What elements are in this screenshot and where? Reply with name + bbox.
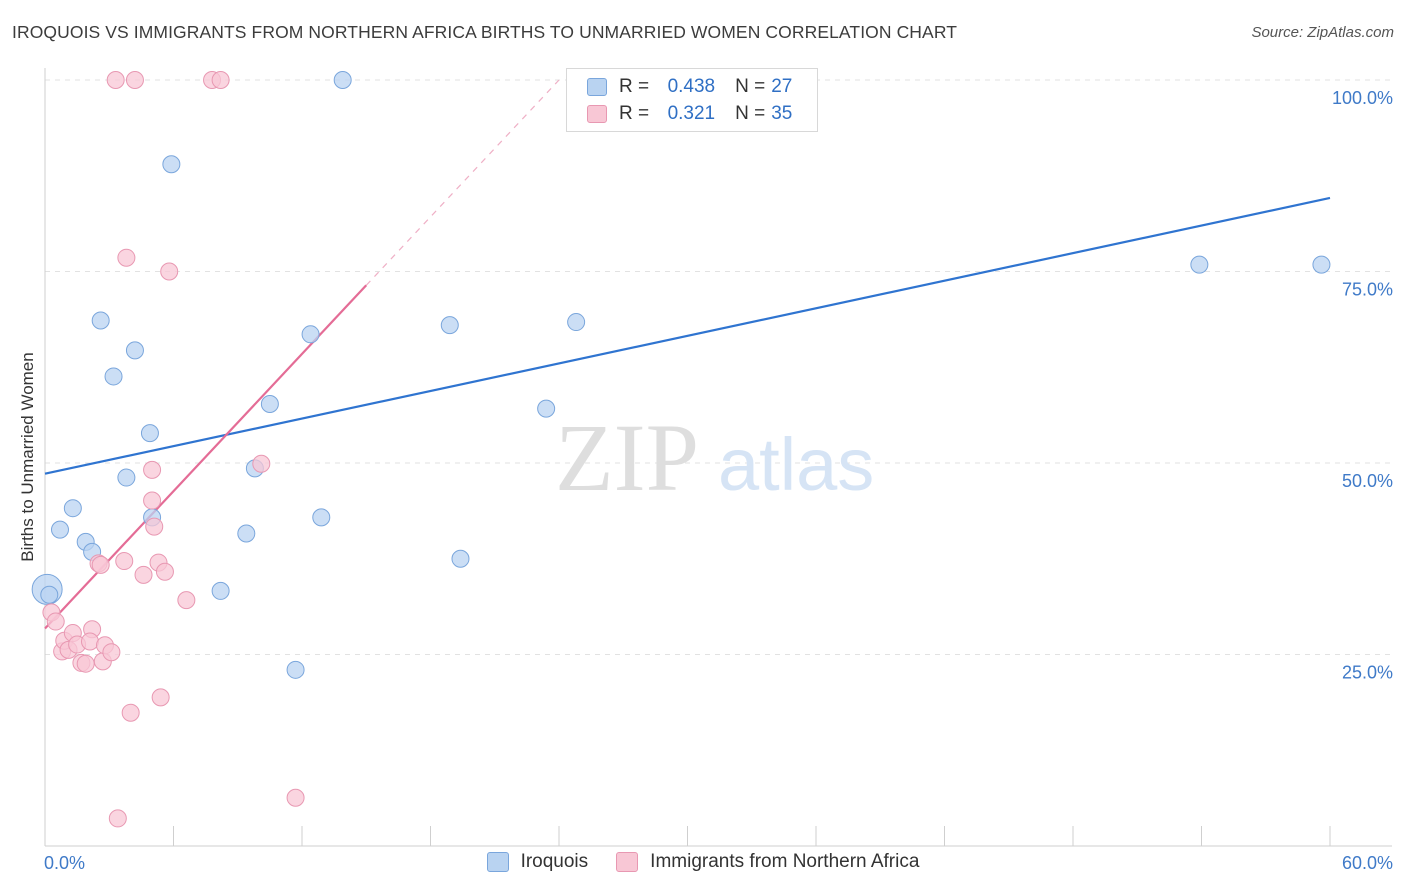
immigrants-point	[160, 262, 179, 281]
y-tick-label: 25.0%	[1342, 663, 1393, 683]
iroquois-point	[567, 313, 586, 332]
iroquois-point	[333, 71, 352, 89]
axis-labels: 100.0% 75.0% 50.0% 25.0% 0.0% 60.0% Births to …	[18, 88, 1393, 873]
y-tick-label: 100.0%	[1332, 88, 1393, 108]
legend-n-value: 35	[771, 103, 793, 124]
iroquois-point	[104, 367, 123, 386]
chart-title: IROQUOIS VS IMMIGRANTS FROM NORTHERN AFR…	[12, 22, 958, 42]
immigrants-point	[143, 460, 162, 479]
iroquois-points	[31, 71, 1331, 679]
immigrants-point	[125, 71, 144, 89]
legend-label-immigrants: Immigrants from Northern Africa	[650, 851, 920, 872]
iroquois-point	[1312, 255, 1331, 274]
immigrants-point	[252, 454, 271, 473]
x-tick-label: 60.0%	[1342, 853, 1393, 873]
iroquois-point	[451, 549, 470, 568]
legend-r-value: 0.321	[667, 103, 716, 124]
immigrants-point	[151, 688, 170, 707]
y-axis-title: Births to Unmarried Women	[18, 352, 37, 561]
iroquois-point	[63, 499, 82, 518]
iroquois-point	[260, 395, 279, 414]
immigrants-point	[91, 555, 110, 574]
legend-item-immigrants[interactable]: Immigrants from Northern Africa	[616, 851, 919, 873]
immigrants-point	[121, 703, 140, 722]
immigrants-point	[286, 788, 305, 807]
legend-item-iroquois[interactable]: Iroquois	[486, 851, 589, 873]
iroquois-point	[286, 660, 305, 679]
immigrants-point	[134, 565, 153, 584]
watermark-atlas: atlas	[718, 423, 874, 506]
trend-lines	[44, 79, 1331, 630]
watermark: ZIP atlas	[555, 404, 874, 511]
immigrants-point	[117, 248, 136, 267]
legend-swatch-blue	[486, 852, 509, 872]
correlation-legend: R = 0.438 N = 27 R = 0.321 N = 35	[566, 68, 818, 132]
immigrants-point	[145, 517, 164, 536]
legend-row-iroquois: R = 0.438 N = 27	[587, 74, 792, 100]
iroquois-point	[140, 424, 159, 443]
legend-r-label: R =	[619, 103, 650, 124]
legend-swatch-pink	[616, 852, 639, 872]
grid-lines	[45, 79, 1392, 655]
y-tick-label: 50.0%	[1342, 471, 1393, 491]
watermark-zip: ZIP	[555, 404, 699, 511]
axes	[44, 68, 1392, 847]
iroquois-point	[537, 399, 556, 418]
iroquois-point	[440, 316, 459, 335]
legend-label-iroquois: Iroquois	[520, 851, 589, 872]
immigrants-point	[115, 552, 134, 571]
legend-r-label: R =	[619, 76, 650, 97]
y-tick-label: 75.0%	[1342, 280, 1393, 300]
series-legend: Iroquois Immigrants from Northern Africa	[0, 851, 1406, 873]
legend-n-label: N =	[735, 103, 766, 124]
iroquois-point	[1190, 255, 1209, 274]
iroquois-point	[91, 311, 110, 330]
legend-swatch-blue	[587, 78, 607, 96]
iroquois-point	[162, 155, 181, 174]
iroquois-trend-line	[44, 196, 1331, 475]
iroquois-point	[301, 325, 320, 344]
x-tick-label: 0.0%	[44, 853, 85, 873]
immigrants-point	[143, 491, 162, 510]
immigrants-trend-extension	[365, 79, 560, 286]
immigrants-point	[108, 809, 127, 828]
legend-row-immigrants: R = 0.321 N = 35	[587, 101, 792, 127]
immigrants-point	[177, 591, 196, 610]
immigrants-point	[46, 612, 65, 631]
iroquois-point	[237, 524, 256, 543]
immigrants-points	[42, 71, 305, 828]
immigrants-point	[102, 643, 121, 662]
legend-r-value: 0.438	[667, 76, 716, 97]
legend-n-label: N =	[735, 76, 766, 97]
iroquois-point	[50, 520, 69, 539]
source-label: Source: ZipAtlas.com	[1251, 24, 1394, 41]
iroquois-point	[117, 468, 136, 487]
iroquois-point	[125, 341, 144, 360]
legend-swatch-pink	[587, 105, 607, 123]
immigrants-point	[76, 654, 95, 673]
immigrants-point	[80, 632, 99, 651]
iroquois-point	[312, 508, 331, 527]
iroquois-point	[211, 581, 230, 600]
immigrants-point	[211, 71, 230, 89]
immigrants-point	[106, 71, 125, 89]
legend-n-value: 27	[771, 76, 793, 97]
immigrants-point	[155, 562, 174, 581]
iroquois-point	[40, 585, 59, 604]
